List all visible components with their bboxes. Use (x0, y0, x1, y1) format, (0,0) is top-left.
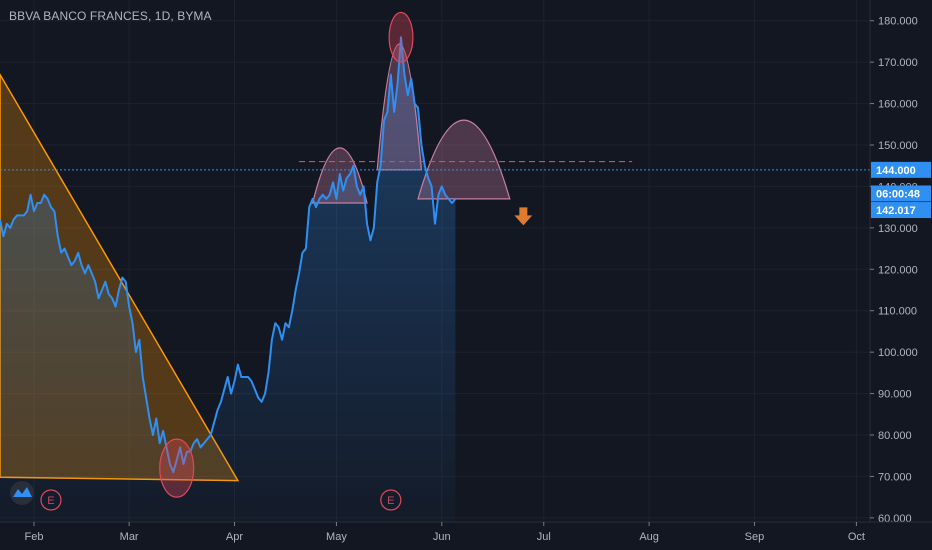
countdown-tag: 06:00:48 (876, 188, 920, 200)
y-tick-label: 80.000 (878, 430, 912, 442)
logo-bg (10, 481, 34, 505)
countdown-tag-bg (871, 185, 931, 202)
x-axis[interactable]: Feb Mar Apr May Jun Jul Aug Sep Oct (0, 521, 932, 550)
price-line[interactable] (0, 36, 457, 474)
y-tick-label: 130.000 (878, 223, 918, 235)
x-tick-label: Sep (745, 531, 765, 543)
x-tick-label: Jun (433, 531, 451, 543)
y-tick-label: 90.000 (878, 389, 912, 401)
peak-ellipse[interactable] (388, 11, 414, 63)
y-axis-bg (870, 0, 932, 550)
logo-shape (13, 487, 32, 497)
y-tick-label: 150.000 (878, 140, 918, 152)
y-tick-label: 180.000 (878, 16, 918, 28)
x-tick-label: May (326, 531, 347, 543)
earnings-marker[interactable] (40, 489, 62, 511)
x-tick-label: Feb (25, 531, 44, 543)
y-tick-label: 170.000 (878, 57, 918, 69)
earnings-marker-label: E (47, 495, 54, 507)
x-axis-bg (0, 522, 932, 550)
price-area (0, 37, 456, 523)
current-price-tag: 144.000 (876, 165, 916, 177)
y-tick-label: 110.000 (878, 306, 917, 318)
chart-title: BBVA BANCO FRANCES, 1D, BYMA (9, 9, 212, 23)
x-tick-label: Oct (848, 531, 865, 543)
price-line-series[interactable] (0, 36, 457, 474)
x-tick-label: Apr (226, 531, 243, 543)
ellipse-highlights[interactable] (159, 11, 414, 498)
price-area-fill (0, 37, 456, 523)
y-tick-label: 70.000 (878, 471, 912, 483)
y-tick-label: 160.000 (878, 99, 918, 111)
y-axis[interactable]: 180.000170.000160.000150.000140.000130.0… (869, 0, 932, 550)
bottom-ellipse[interactable] (159, 438, 195, 498)
x-tick-label: Mar (120, 531, 139, 543)
x-tick-label: Jul (537, 531, 551, 543)
y-tick-label: 100.000 (878, 347, 918, 359)
earnings-marker-label: E (387, 495, 394, 507)
earnings-marker[interactable] (380, 489, 402, 511)
y-tick-label: 120.000 (878, 264, 918, 276)
down-arrow-icon (514, 207, 533, 226)
horizontal-lines[interactable] (0, 160, 870, 171)
x-tick-label: Aug (639, 531, 659, 543)
last-price-tag-bg (871, 202, 931, 219)
tradingview-logo-icon (10, 481, 34, 505)
last-price-tag: 142.017 (876, 205, 916, 217)
current-price-tag-bg (871, 161, 931, 178)
